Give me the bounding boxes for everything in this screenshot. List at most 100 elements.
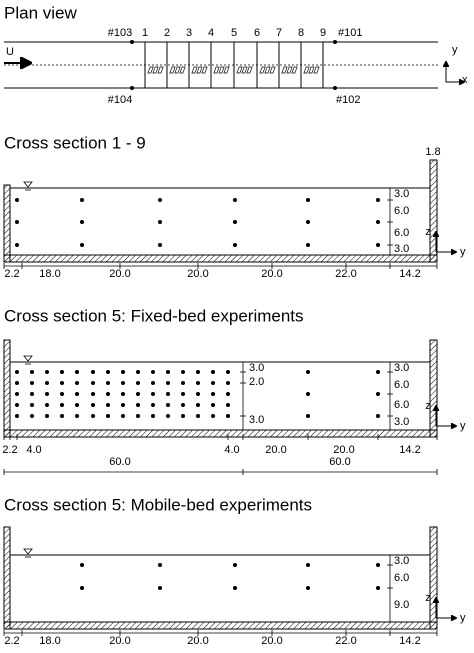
axis-label: z: [425, 226, 431, 238]
section-label: 4: [208, 27, 214, 39]
probe-point: [75, 381, 79, 385]
roughness-element: [152, 66, 159, 74]
probe-point: [136, 414, 140, 418]
dimension-label: 20.0: [265, 444, 286, 456]
gauge-label: #101: [338, 27, 362, 39]
probe-point: [136, 392, 140, 396]
dimension-label: 3.0: [394, 362, 409, 374]
dimension-label: 20.0: [261, 635, 282, 647]
dimension-label: 22.0: [335, 635, 356, 647]
probe-point: [166, 392, 170, 396]
dimension-label: 60.0: [109, 456, 130, 468]
roughness-element: [259, 66, 266, 74]
probe-point: [60, 381, 64, 385]
dimension-label: 22.0: [335, 268, 356, 280]
probe-point: [306, 586, 310, 590]
probe-point: [158, 586, 162, 590]
probe-point: [130, 86, 134, 90]
probe-point: [196, 381, 200, 385]
dimension-label: 6.0: [394, 572, 409, 584]
probe-point: [91, 414, 95, 418]
probe-point: [226, 403, 230, 407]
left-wall: [3, 184, 11, 263]
probe-point: [15, 220, 19, 224]
dimension-label: 2.0: [249, 376, 264, 388]
probe-point: [196, 414, 200, 418]
water-symbol: [23, 548, 33, 555]
probe-point: [80, 198, 84, 202]
probe-point: [211, 403, 215, 407]
probe-point: [45, 403, 49, 407]
probe-point: [233, 563, 237, 567]
probe-point: [151, 403, 155, 407]
probe-point: [376, 220, 380, 224]
probe-point: [15, 198, 19, 202]
probe-point: [166, 370, 170, 374]
water-symbol: [23, 355, 33, 362]
panel-title: Cross section 5: Fixed-bed experiments: [4, 306, 304, 325]
probe-point: [233, 220, 237, 224]
probe-point: [181, 370, 185, 374]
probe-point: [233, 198, 237, 202]
dimension-label: 1.8: [425, 146, 440, 158]
probe-point: [306, 220, 310, 224]
probe-point: [306, 370, 310, 374]
probe-point: [376, 414, 380, 418]
dimension-label: 14.2: [399, 268, 420, 280]
probe-point: [211, 370, 215, 374]
axis-label: z: [425, 592, 431, 604]
bed: [3, 621, 438, 630]
gauge-label: #102: [336, 94, 360, 106]
probe-point: [306, 392, 310, 396]
left-wall: [3, 526, 11, 630]
probe-point: [376, 370, 380, 374]
roughness-element: [241, 66, 248, 74]
probe-point: [15, 370, 19, 374]
probe-point: [60, 403, 64, 407]
panel-title: Cross section 1 - 9: [4, 133, 146, 152]
roughness-element: [303, 66, 310, 74]
probe-point: [121, 403, 125, 407]
roughness-element: [264, 66, 271, 74]
roughness-element: [196, 66, 203, 74]
probe-point: [121, 392, 125, 396]
section-label: 9: [320, 27, 326, 39]
probe-point: [80, 220, 84, 224]
axis-label: x: [462, 74, 468, 86]
probe-point: [121, 381, 125, 385]
roughness-element: [191, 66, 198, 74]
probe-point: [106, 370, 110, 374]
dimension-label: 9.0: [394, 599, 409, 611]
probe-point: [121, 414, 125, 418]
axis-label: z: [425, 400, 431, 412]
probe-point: [106, 403, 110, 407]
probe-point: [158, 220, 162, 224]
roughness-element: [286, 66, 293, 74]
dimension-label: 3.0: [394, 555, 409, 567]
probe-point: [158, 243, 162, 247]
probe-point: [45, 381, 49, 385]
dimension-label: 3.0: [394, 416, 409, 428]
roughness-element: [308, 66, 315, 74]
roughness-element: [223, 66, 230, 74]
probe-point: [306, 243, 310, 247]
probe-point: [91, 381, 95, 385]
section-label: 3: [186, 27, 192, 39]
probe-point: [45, 392, 49, 396]
roughness-element: [174, 66, 181, 74]
dimension-label: 2.2: [4, 268, 19, 280]
dimension-label: 2.2: [4, 635, 19, 647]
probe-point: [75, 414, 79, 418]
probe-point: [30, 381, 34, 385]
section-label: 2: [164, 27, 170, 39]
probe-point: [376, 586, 380, 590]
probe-point: [136, 370, 140, 374]
dimension-label: 18.0: [39, 268, 60, 280]
gauge-label: #104: [108, 94, 132, 106]
gauge-label: #103: [108, 27, 132, 39]
dimension-label: 20.0: [333, 444, 354, 456]
bed: [3, 429, 438, 438]
probe-point: [30, 414, 34, 418]
roughness-element: [213, 66, 220, 74]
probe-point: [80, 243, 84, 247]
